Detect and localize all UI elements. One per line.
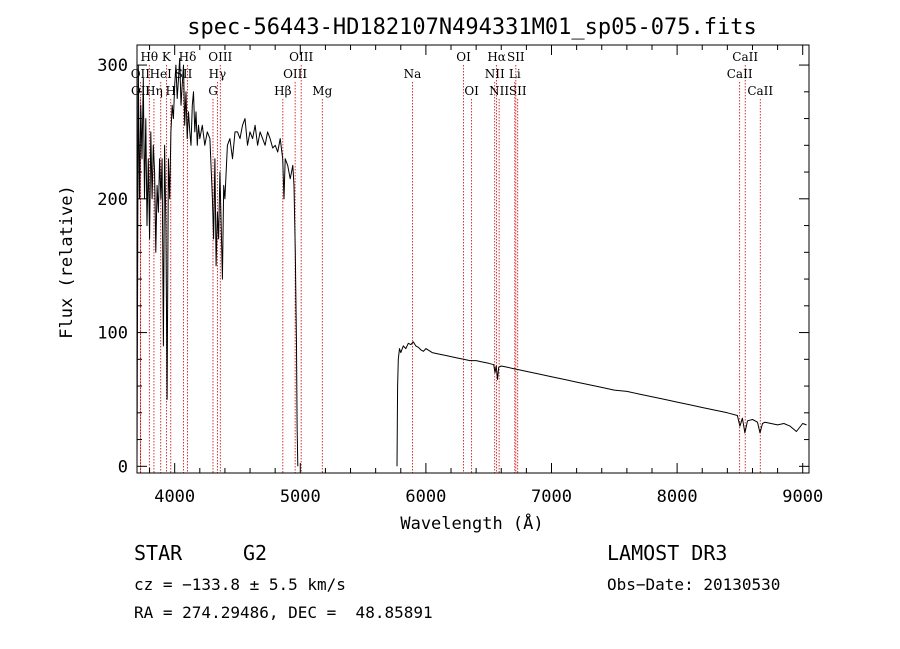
- x-axis: 4000 5000 6000 7000 8000 9000: [149, 45, 823, 507]
- x-tick-label: 7000: [531, 487, 572, 507]
- chart-title: spec-56443-HD182107N494331M01_sp05-075.f…: [187, 15, 757, 40]
- spectrum-segment-0: [136, 57, 299, 467]
- line-label-24: SII: [509, 84, 527, 98]
- y-tick-label: 100: [97, 324, 128, 344]
- coordinates: RA = 274.29486, DEC = 48.85891: [134, 603, 433, 622]
- line-label-12: Hβ: [274, 84, 291, 98]
- line-label-6: H: [166, 84, 176, 98]
- line-label-20: SII: [507, 50, 525, 64]
- y-tick-label: 200: [97, 190, 128, 210]
- y-tick-label: 0: [118, 457, 128, 477]
- line-label-2: OII: [131, 84, 151, 98]
- x-tick-label: 6000: [405, 487, 446, 507]
- line-label-22: Li: [509, 67, 521, 81]
- line-label-25: CaII: [732, 50, 758, 64]
- survey-name: LAMOST DR3: [607, 541, 728, 565]
- y-axis: 0 100 200 300: [97, 56, 809, 477]
- line-label-0: Hθ: [140, 50, 158, 64]
- object-subclass: G2: [243, 541, 268, 565]
- line-label-21: NII: [485, 67, 505, 81]
- line-label-7: Hδ: [179, 50, 197, 64]
- x-tick-label: 8000: [657, 487, 698, 507]
- line-label-18: OI: [464, 84, 479, 98]
- y-tick-label: 300: [97, 56, 128, 76]
- line-label-1: OII: [131, 67, 151, 81]
- line-label-15: Mg: [312, 84, 332, 98]
- x-tick-label: 4000: [154, 487, 195, 507]
- object-class: STAR: [134, 541, 183, 565]
- line-label-3: K: [162, 50, 172, 64]
- line-label-4: HeI: [150, 67, 173, 81]
- line-id-markers: Hθ OII OII K HeI Hη H Hδ SII OIII Hγ G Hβ OIII OIII Mg N…: [131, 50, 773, 473]
- line-label-9: OIII: [208, 50, 232, 64]
- line-label-13: OIII: [289, 50, 313, 64]
- plot-data: [136, 57, 807, 467]
- line-label-26: CaII: [727, 67, 753, 81]
- line-label-23: NII: [489, 84, 509, 98]
- plot-frame: [136, 44, 810, 474]
- spectrum-segment-1: [396, 341, 807, 467]
- line-label-19: Hα: [487, 50, 506, 64]
- x-tick-label: 9000: [782, 487, 823, 507]
- line-label-14: OIII: [283, 67, 307, 81]
- x-tick-label: 5000: [280, 487, 321, 507]
- line-label-16: Na: [404, 67, 422, 81]
- line-label-11: G: [208, 84, 218, 98]
- x-axis-label: Wavelength (Å): [400, 512, 543, 534]
- line-label-17: OI: [456, 50, 471, 64]
- velocity-readout: cz = −133.8 ± 5.5 km/s: [134, 575, 346, 594]
- line-label-10: Hγ: [209, 67, 227, 81]
- obs-date: Obs−Date: 20130530: [607, 575, 781, 594]
- y-axis-label: Flux (relative): [57, 185, 77, 339]
- line-label-5: Hη: [145, 84, 163, 98]
- line-label-27: CaII: [747, 84, 773, 98]
